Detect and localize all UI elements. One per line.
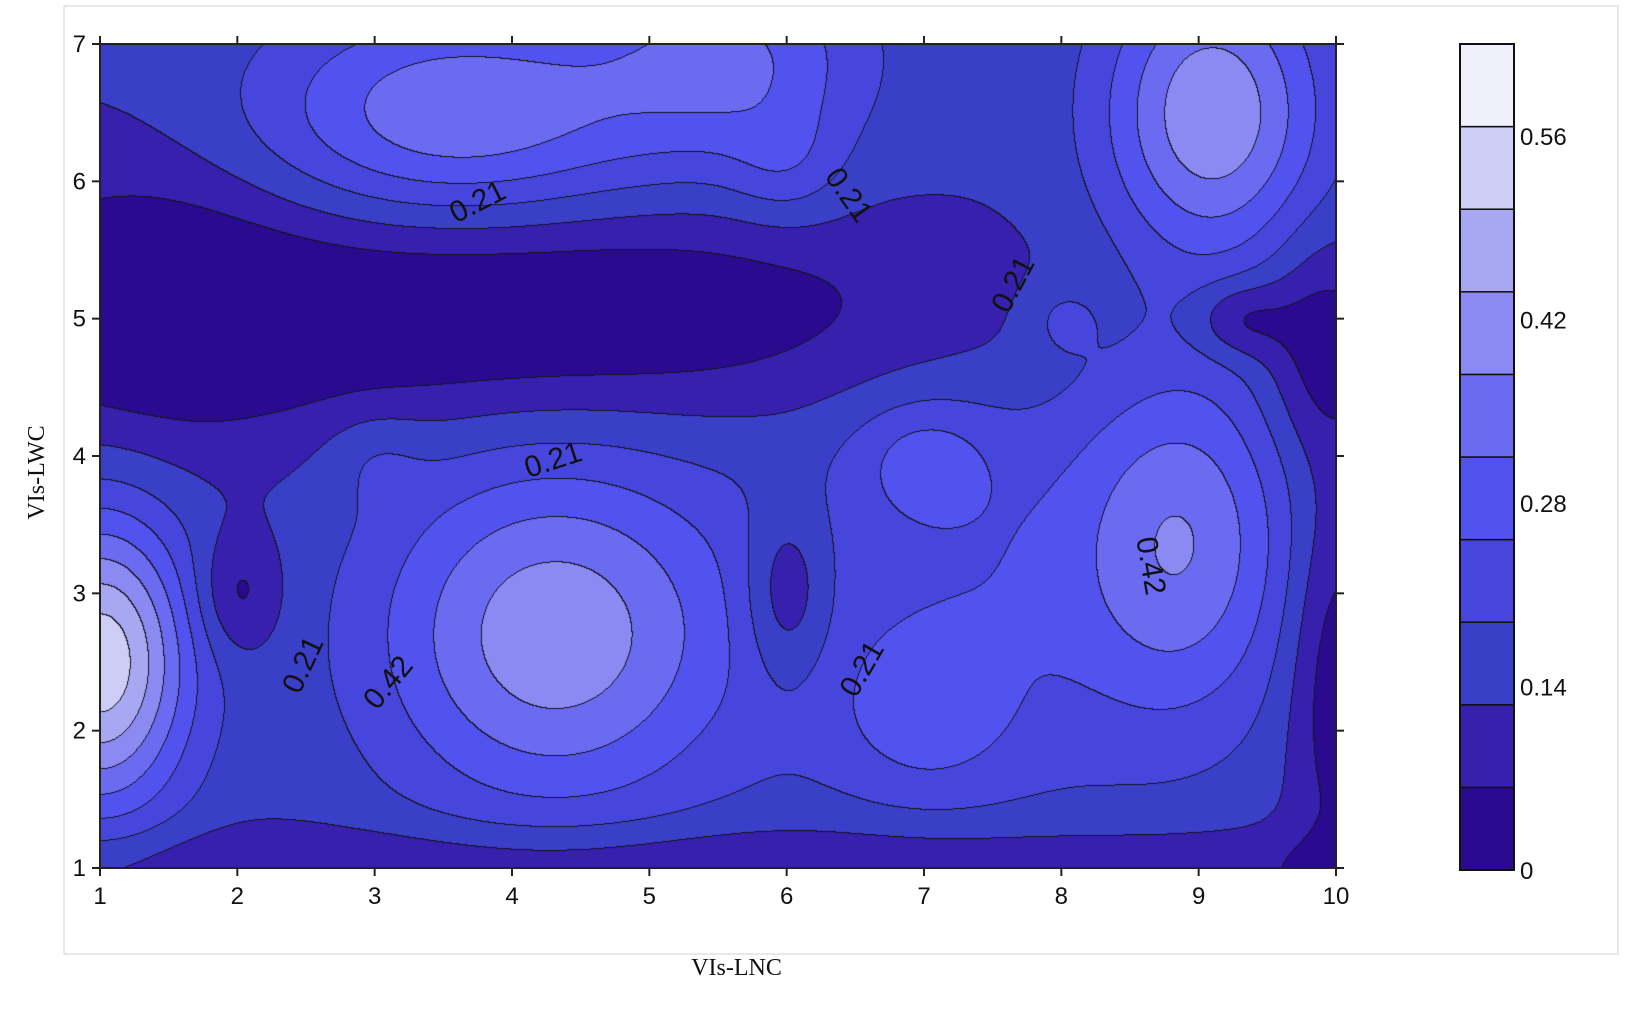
colorbar-band: [1459, 538, 1515, 623]
x-axis-title: VIs-LNC: [691, 955, 782, 981]
contour-fill-image: [100, 44, 1336, 868]
colorbar-tick-label: 0.28: [1520, 491, 1567, 518]
y-axis-title: VIs-LWC: [24, 425, 50, 519]
colorbar-band: [1459, 621, 1515, 706]
y-tick-label: 2: [73, 718, 86, 745]
colorbar-tick-label: 0.56: [1520, 124, 1567, 151]
colorbar-band: [1459, 208, 1515, 293]
y-tick-label: 6: [73, 168, 86, 195]
x-tick-label: 3: [368, 883, 381, 910]
colorbar-band: [1459, 291, 1515, 376]
y-axis: 1 2 3 4 5 6 7: [73, 31, 1344, 882]
colorbar-band: [1459, 786, 1515, 871]
y-tick-label: 5: [73, 306, 86, 333]
colorbar-frame: [1459, 43, 1515, 871]
contour-fill-layer: [100, 44, 1336, 868]
x-tick-label: 8: [1055, 883, 1068, 910]
y-tick-label: 1: [73, 855, 86, 882]
colorbar-tick-label: 0.42: [1520, 307, 1567, 334]
y-tick-label: 7: [73, 31, 86, 58]
colorbar: 0 0.14 0.28 0.42 0.56: [1459, 43, 1567, 885]
colorbar-band: [1459, 456, 1515, 541]
outer-frame: [63, 5, 1619, 955]
y-tick-label: 4: [73, 443, 86, 470]
colorbar-tick-label: 0.14: [1520, 674, 1567, 701]
x-axis: 1 2 3 4 5 6 7 8 9 10: [93, 36, 1349, 910]
colorbar-band: [1459, 704, 1515, 789]
colorbar-band: [1459, 125, 1515, 210]
x-tick-label: 2: [231, 883, 244, 910]
x-tick-label: 1: [93, 883, 106, 910]
x-tick-label: 5: [643, 883, 656, 910]
colorbar-band: [1459, 373, 1515, 458]
x-tick-label: 6: [780, 883, 793, 910]
colorbar-tick-label: 0: [1520, 858, 1533, 885]
x-tick-label: 9: [1192, 883, 1205, 910]
x-tick-label: 7: [917, 883, 930, 910]
y-tick-label: 3: [73, 580, 86, 607]
x-tick-label: 10: [1323, 883, 1350, 910]
x-tick-label: 4: [505, 883, 518, 910]
colorbar-band: [1459, 43, 1515, 128]
